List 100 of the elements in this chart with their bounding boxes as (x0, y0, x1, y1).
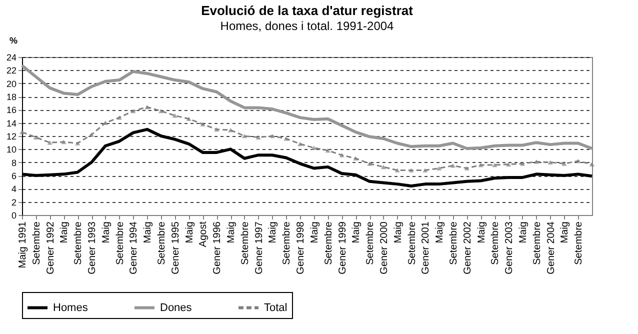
point (186, 116, 192, 122)
y-tick-label: 18 (6, 92, 16, 102)
point (270, 134, 275, 138)
x-tick-label: Maig (268, 222, 279, 244)
x-tick-label: Setembre (365, 221, 376, 265)
chart-title: Evolució de la taxa d'atur registrat (201, 3, 414, 18)
point (534, 160, 539, 164)
point (464, 166, 470, 170)
point (520, 161, 525, 166)
point (158, 108, 164, 114)
point (367, 161, 372, 166)
point (422, 168, 428, 172)
point (144, 104, 150, 110)
x-tick-label: Gener 2004 (546, 221, 557, 274)
point (478, 162, 484, 168)
y-tick-label: 10 (6, 144, 16, 155)
x-tick-label: Setembre (240, 221, 251, 265)
x-tick-label: Gener 1993 (87, 221, 98, 274)
x-tick-label: Gener 1997 (254, 221, 265, 274)
point (311, 146, 316, 150)
point (172, 113, 178, 118)
point (130, 108, 136, 114)
x-tick-label: Maig 1991 (18, 221, 28, 268)
y-tick-label: 8 (11, 158, 16, 168)
point (450, 163, 456, 168)
x-tick-label: Gener 2000 (378, 221, 390, 274)
point (200, 122, 206, 126)
point (75, 141, 80, 146)
legend-label: Dones (160, 302, 192, 314)
y-tick-label: 4 (11, 184, 16, 194)
point (298, 142, 303, 146)
x-tick-label: Maig (100, 222, 112, 244)
point (506, 162, 512, 166)
x-tick-label: Gener 1995 (170, 221, 182, 274)
y-tick-label: 22 (6, 66, 16, 76)
y-tick-label: 24 (6, 52, 16, 62)
point (562, 161, 567, 166)
point (61, 140, 66, 144)
y-tick-label: 12 (6, 132, 16, 142)
x-tick-label: Gener 2002 (462, 221, 474, 274)
point (214, 127, 220, 132)
y-tick-label: 2 (11, 197, 16, 208)
point (116, 115, 122, 120)
x-tick-label: Gener 1996 (212, 221, 224, 274)
x-tick-label: Gener 1992 (45, 221, 56, 274)
point (394, 168, 400, 172)
y-axis-title: % (9, 36, 18, 46)
point (33, 135, 38, 140)
legend-label: Total (264, 302, 288, 314)
x-tick-label: Maig (476, 222, 488, 244)
x-tick-label: Setembre (448, 221, 460, 265)
x-tick-label: Setembre (490, 221, 502, 265)
point (576, 158, 581, 164)
x-tick-label: Setembre (114, 221, 126, 265)
x-tick-label: Setembre (282, 221, 293, 265)
x-tick-label: Setembre (156, 221, 168, 265)
point (256, 135, 261, 140)
x-tick-label: Maig (142, 222, 154, 244)
point (339, 152, 344, 158)
point (353, 156, 358, 161)
line-series (20, 64, 594, 150)
x-tick-label: Setembre (532, 221, 543, 265)
point (325, 148, 330, 153)
x-tick-label: Maig (392, 222, 404, 244)
x-tick-label: Maig (560, 222, 571, 244)
point (492, 162, 498, 168)
x-tick-label: Gener 1994 (128, 221, 140, 274)
legend-label: Homes (53, 302, 88, 314)
point (284, 136, 289, 141)
x-tick-label: Setembre (73, 221, 84, 265)
x-tick-label: Gener 1998 (296, 221, 307, 274)
point (590, 162, 594, 166)
chart-subtitle: Homes, dones i total. 1991-2004 (220, 19, 394, 33)
x-tick-label: Gener 1999 (337, 221, 348, 274)
x-tick-label: Maig (351, 222, 362, 244)
y-tick-label: 16 (6, 105, 16, 116)
x-tick-label: Maig (184, 222, 196, 244)
point (242, 134, 247, 138)
y-tick-label: 0 (11, 210, 16, 220)
x-tick-label: Gener 2001 (420, 221, 432, 274)
x-tick-label: Maig (226, 222, 238, 244)
point (548, 160, 553, 164)
point (47, 140, 52, 145)
point (436, 166, 442, 170)
x-tick-label: Setembre (574, 221, 585, 265)
x-tick-label: Setembre (31, 221, 42, 265)
x-tick-label: Maig (518, 222, 529, 244)
y-tick-label: 6 (11, 171, 16, 181)
y-tick-label: 20 (6, 78, 16, 89)
x-tick-label: Agost (198, 221, 210, 248)
point (408, 168, 414, 172)
point (380, 164, 386, 170)
x-tick-label: Maig (309, 222, 320, 244)
point (89, 132, 94, 137)
x-tick-label: Maig (59, 222, 70, 244)
x-tick-label: Setembre (406, 221, 418, 265)
y-tick-label: 14 (6, 118, 16, 128)
x-tick-label: Setembre (323, 221, 334, 265)
x-tick-label: Maig (434, 222, 446, 244)
x-tick-label: Gener 2003 (504, 221, 516, 274)
